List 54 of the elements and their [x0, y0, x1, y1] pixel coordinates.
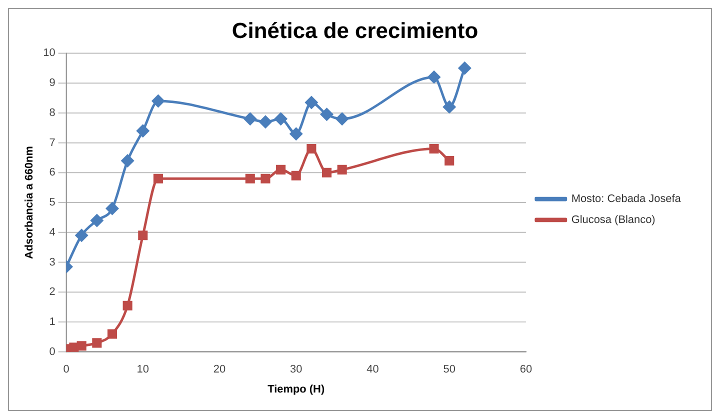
x-tick-label: 30 — [290, 363, 302, 376]
y-tick-label: 6 — [49, 166, 56, 179]
point — [75, 229, 88, 242]
y-tick-label: 7 — [49, 136, 56, 149]
y-tick-label: 1 — [49, 316, 56, 328]
point — [290, 128, 302, 140]
y-tick-label: 2 — [49, 286, 56, 298]
y-tick-label: 4 — [49, 226, 56, 238]
point — [244, 112, 256, 126]
point — [428, 70, 440, 84]
y-tick-label: 5 — [49, 196, 56, 209]
point — [274, 112, 288, 126]
point — [92, 338, 102, 348]
y-axis-title: Adsorbancia a 660nm — [24, 146, 36, 260]
x-tick-label: 20 — [213, 363, 226, 376]
point — [291, 170, 301, 180]
point — [444, 156, 454, 166]
point — [443, 100, 456, 114]
x-tick-label: 10 — [136, 363, 149, 376]
point — [245, 174, 255, 184]
y-tick-label: 3 — [49, 256, 56, 268]
x-tick-label: 50 — [443, 363, 456, 376]
point — [76, 341, 86, 351]
y-tick-label: 8 — [49, 106, 56, 119]
y-tick-label: 9 — [49, 77, 56, 90]
point — [153, 174, 163, 184]
x-tick-label: 60 — [520, 363, 532, 376]
point — [276, 164, 286, 174]
point — [106, 202, 118, 215]
point — [121, 154, 134, 167]
y-tick-label: 10 — [43, 47, 56, 60]
point — [306, 144, 316, 154]
point — [429, 144, 439, 154]
legend-label: Glucosa (Blanco) — [571, 214, 656, 226]
point — [305, 96, 318, 109]
point — [260, 174, 270, 184]
point — [336, 112, 348, 126]
point — [259, 116, 272, 128]
y-tick-label: 0 — [49, 346, 56, 358]
chart-title: Cinética de crecimiento — [232, 18, 478, 44]
point — [138, 230, 148, 240]
point — [458, 62, 471, 74]
point — [122, 300, 132, 310]
legend-label: Mosto: Cebada Josefa — [571, 193, 682, 206]
point — [337, 164, 347, 174]
point — [136, 124, 150, 138]
point — [90, 214, 104, 227]
x-tick-label: 40 — [366, 363, 379, 376]
x-tick-label: 0 — [63, 363, 70, 376]
point — [322, 168, 332, 178]
x-axis-title: Tiempo (H) — [268, 384, 325, 396]
point — [320, 108, 333, 121]
point — [152, 94, 164, 108]
point — [107, 329, 118, 339]
